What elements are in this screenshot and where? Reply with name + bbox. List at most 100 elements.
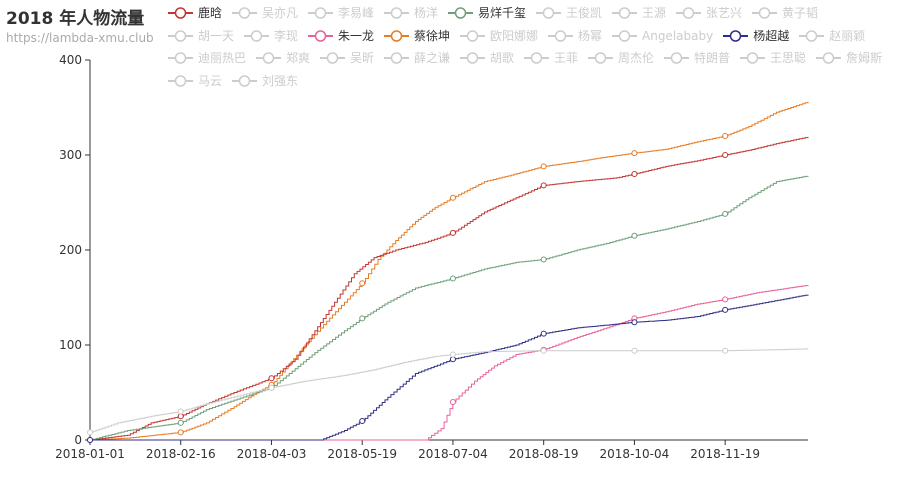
series-line-杨超越[interactable] (90, 294, 809, 441)
legend-label: 李现 (274, 28, 299, 43)
series-point[interactable] (177, 408, 184, 415)
series-point[interactable] (268, 384, 275, 391)
series-point[interactable] (177, 419, 184, 426)
legend-label: 王菲 (554, 51, 579, 66)
legend-line-icon (232, 75, 257, 87)
legend-label: 吴亦凡 (262, 6, 299, 20)
y-tick-label: 300 (59, 148, 82, 162)
legend-line-icon (664, 52, 689, 65)
series-line-鹿晗[interactable] (90, 136, 809, 441)
series-point[interactable] (449, 351, 456, 358)
x-tick-label: 2018-05-19 (327, 447, 397, 461)
legend-line-icon (232, 7, 257, 19)
legend-line-icon (548, 29, 573, 42)
legend: 鹿晗 吴亦凡 李易峰 杨洋 易烊千玺 王俊凯 王源 张艺兴 黄子韬 胡一天 李现 朱一龙 蔡徐坤 欧阳娜娜… (168, 2, 900, 92)
series-point[interactable] (177, 429, 184, 436)
series-point[interactable] (722, 347, 729, 354)
legend-line-icon (524, 52, 549, 65)
series-point[interactable] (631, 319, 638, 326)
legend-line-icon (384, 29, 409, 42)
series-point[interactable] (268, 375, 275, 382)
y-tick-label: 400 (59, 53, 82, 67)
series-point[interactable] (722, 133, 729, 139)
y-tick-label: 200 (59, 243, 82, 257)
legend-label: 周杰伦 (618, 51, 655, 66)
series-point[interactable] (449, 399, 456, 405)
legend-label: 杨幂 (578, 28, 603, 43)
x-tick-label: 2018-04-03 (237, 447, 307, 461)
series-point[interactable] (631, 347, 638, 354)
legend-line-icon (460, 52, 485, 65)
legend-label: 欧阳娜娜 (490, 28, 539, 43)
series-point[interactable] (359, 418, 366, 424)
legend-label: 胡歌 (490, 51, 515, 66)
legend-line-icon (723, 29, 749, 42)
legend-line-icon (799, 29, 825, 42)
series-point[interactable] (359, 280, 366, 287)
series-layer (87, 101, 809, 443)
legend-line-icon (676, 7, 701, 19)
series-point[interactable] (449, 229, 456, 236)
legend-line-icon (168, 7, 193, 19)
legend-label: 张艺兴 (706, 6, 743, 20)
legend-label: 郑爽 (286, 51, 311, 66)
series-line-易烊千玺[interactable] (90, 175, 809, 441)
series-point[interactable] (540, 347, 547, 354)
series-point[interactable] (449, 194, 456, 201)
series-line-朱一龙[interactable] (90, 285, 809, 441)
legend-label: 蔡徐坤 (414, 28, 451, 43)
legend-label: 吴昕 (350, 51, 375, 66)
legend-line-icon (460, 29, 485, 42)
legend-label: 赵丽颖 (829, 28, 866, 43)
legend-label: Angelababy (642, 28, 714, 43)
legend-label: 刘强东 (262, 74, 299, 89)
legend-label: 迪丽热巴 (198, 51, 247, 66)
chart-title: 2018 年人物流量 (6, 9, 145, 29)
series-point[interactable] (722, 210, 729, 217)
legend-line-icon (256, 52, 281, 65)
x-tick-label: 2018-10-04 (600, 447, 670, 461)
legend-line-icon (740, 52, 765, 65)
legend-label: 鹿晗 (198, 6, 223, 20)
x-tick-label: 2018-07-04 (418, 447, 488, 461)
legend-label: 杨超越 (753, 28, 790, 43)
series-point[interactable] (540, 182, 547, 189)
series-point[interactable] (722, 306, 729, 313)
series-point[interactable] (722, 296, 729, 303)
legend-line-icon (612, 29, 637, 42)
legend-line-icon (308, 29, 333, 42)
legend-label: 黄子韬 (782, 6, 819, 20)
legend-label: 王俊凯 (566, 6, 603, 20)
series-point[interactable] (449, 275, 456, 282)
legend-line-icon (308, 7, 333, 19)
legend-label: 马云 (198, 74, 223, 89)
series-point[interactable] (540, 256, 547, 263)
axes: 0 100 200 300 400 2018-01-01 2018-02-16 2018-04… (55, 53, 808, 461)
legend-label: 王思聪 (770, 51, 807, 66)
chart-subtitle[interactable]: https://lambda-xmu.club (6, 31, 154, 45)
legend-label: 李易峰 (338, 6, 375, 20)
series-point[interactable] (359, 315, 366, 322)
series-point[interactable] (631, 232, 638, 239)
x-tick-label: 2018-11-19 (690, 447, 760, 461)
series-point[interactable] (540, 163, 547, 170)
legend-line-icon (168, 52, 193, 65)
series-point[interactable] (631, 171, 638, 177)
series-point[interactable] (631, 150, 638, 157)
legend-label: 杨洋 (414, 6, 439, 20)
legend-label: 詹姆斯 (846, 51, 883, 66)
legend-line-icon (384, 52, 409, 65)
legend-label: 王源 (642, 6, 667, 20)
x-tick-label: 2018-08-19 (509, 447, 579, 461)
legend-line-icon (168, 29, 193, 42)
series-point[interactable] (87, 429, 93, 436)
series-line-蔡徐坤[interactable] (90, 101, 809, 441)
legend-label: 薛之谦 (414, 51, 451, 66)
series-line-inactive[interactable] (90, 348, 809, 433)
legend-label: 胡一天 (198, 28, 235, 43)
series-point[interactable] (87, 437, 93, 443)
legend-line-icon (244, 29, 269, 42)
series-point[interactable] (540, 330, 547, 337)
series-point[interactable] (722, 152, 729, 158)
